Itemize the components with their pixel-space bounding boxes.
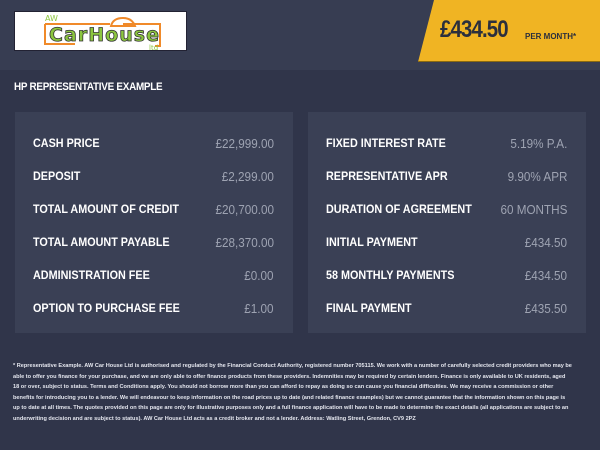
finance-value: £0.00 xyxy=(244,267,274,283)
finance-row: TOTAL AMOUNT OF CREDIT £20,700.00 xyxy=(33,201,274,217)
svg-text:ltd: ltd xyxy=(149,44,158,51)
finance-value: 9.90% APR xyxy=(507,168,567,184)
finance-row: INITIAL PAYMENT £434.50 xyxy=(326,234,567,250)
finance-row: DURATION OF AGREEMENT 60 MONTHS xyxy=(326,201,567,217)
finance-label: CASH PRICE xyxy=(33,136,100,150)
finance-row: OPTION TO PURCHASE FEE £1.00 xyxy=(33,300,274,316)
finance-row: REPRESENTATIVE APR 9.90% APR xyxy=(326,168,567,184)
finance-label: TOTAL AMOUNT PAYABLE xyxy=(33,235,170,249)
svg-text:AW: AW xyxy=(45,14,58,23)
finance-label: FIXED INTEREST RATE xyxy=(326,136,446,150)
finance-value: £28,370.00 xyxy=(215,234,274,250)
finance-label: DURATION OF AGREEMENT xyxy=(326,202,472,216)
finance-label: 58 MONTHLY PAYMENTS xyxy=(326,268,455,282)
disclaimer: * Representative Example. AW Car House L… xyxy=(13,363,572,422)
finance-label: INITIAL PAYMENT xyxy=(326,235,418,249)
finance-row: FIXED INTEREST RATE 5.19% P.A. xyxy=(326,135,567,151)
finance-label: REPRESENTATIVE APR xyxy=(326,169,448,183)
finance-value: £435.50 xyxy=(524,300,567,316)
finance-label: ADMINISTRATION FEE xyxy=(33,268,150,282)
finance-value: £2,299.00 xyxy=(221,168,274,184)
finance-value: £434.50 xyxy=(524,234,567,250)
finance-value: £434.50 xyxy=(524,267,567,283)
finance-label: FINAL PAYMENT xyxy=(326,301,412,315)
section-title: HP REPRESENTATIVE EXAMPLE xyxy=(14,81,163,93)
finance-label: DEPOSIT xyxy=(33,169,81,183)
finance-row: FINAL PAYMENT £435.50 xyxy=(326,300,567,316)
svg-text:CarHouse: CarHouse xyxy=(49,24,159,46)
finance-value: 60 MONTHS xyxy=(500,201,567,217)
finance-value: 5.19% P.A. xyxy=(509,135,567,151)
finance-value: £20,700.00 xyxy=(215,201,274,217)
finance-panel-left: CASH PRICE £22,999.00 DEPOSIT £2,299.00 TOTA… xyxy=(15,112,293,333)
finance-label: OPTION TO PURCHASE FEE xyxy=(33,301,180,315)
finance-row: TOTAL AMOUNT PAYABLE £28,370.00 xyxy=(33,234,274,250)
finance-panel-right: FIXED INTEREST RATE 5.19% P.A. REPRESENTAT… xyxy=(308,112,586,333)
finance-value: £22,999.00 xyxy=(215,135,274,151)
header: AW CarHouse ltd £434.50 PER MONTH* xyxy=(0,0,600,70)
finance-row: 58 MONTHLY PAYMENTS £434.50 xyxy=(326,267,567,283)
monthly-price: £434.50 xyxy=(440,16,509,43)
finance-row: CASH PRICE £22,999.00 xyxy=(33,135,274,151)
monthly-price-badge: £434.50 PER MONTH* xyxy=(418,0,600,62)
finance-value: £1.00 xyxy=(244,300,274,316)
logo[interactable]: AW CarHouse ltd xyxy=(14,11,187,51)
finance-row: DEPOSIT £2,299.00 xyxy=(33,168,274,184)
finance-label: TOTAL AMOUNT OF CREDIT xyxy=(33,202,179,216)
per-month-label: PER MONTH* xyxy=(525,32,577,41)
finance-row: ADMINISTRATION FEE £0.00 xyxy=(33,267,274,283)
